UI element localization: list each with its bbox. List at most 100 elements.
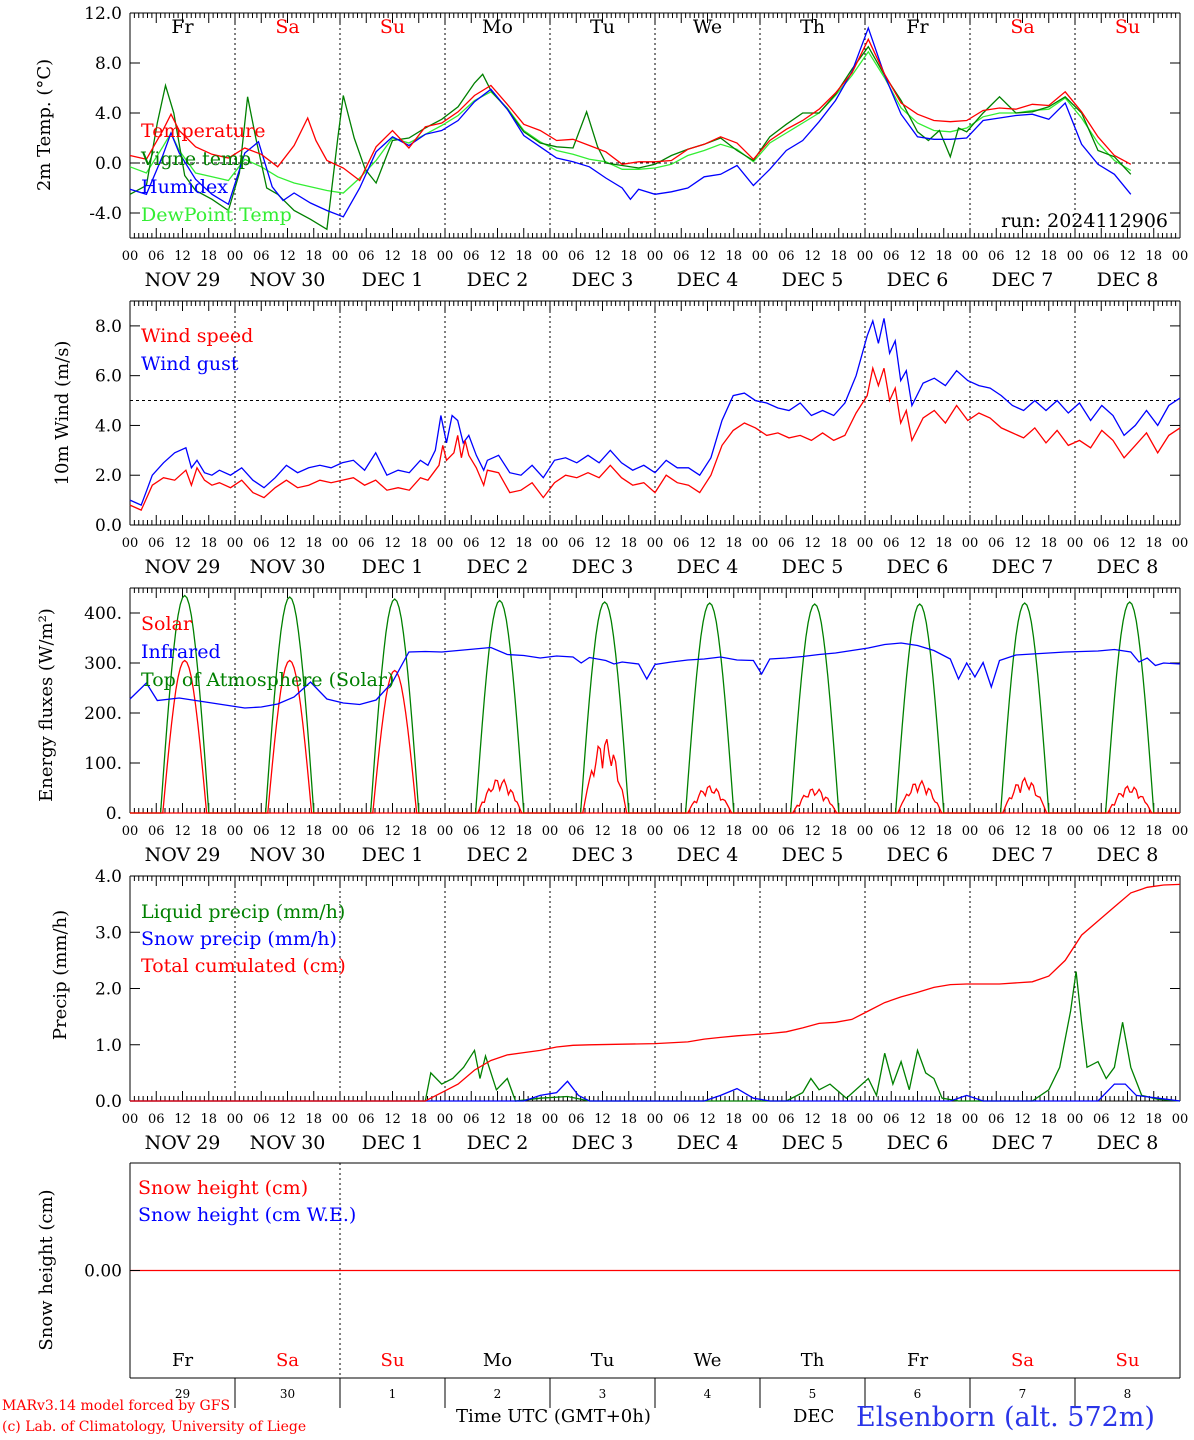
- hour-label: 00: [332, 249, 349, 264]
- legend-vigne-temp: Vigne temp: [140, 148, 251, 170]
- hour-label: 12: [384, 824, 401, 839]
- hour-label: 06: [568, 249, 585, 264]
- series-line-snow-precip: [130, 1080, 1181, 1102]
- hour-label: 00: [227, 249, 244, 264]
- hour-label: 18: [1145, 536, 1162, 551]
- hour-label: 18: [725, 249, 742, 264]
- hour-label: 00: [962, 824, 979, 839]
- hour-label: 18: [1040, 1112, 1057, 1127]
- hour-label: 18: [200, 536, 217, 551]
- hour-label: 18: [1145, 824, 1162, 839]
- hour-label: 18: [725, 1112, 742, 1127]
- weekday-label: Th: [801, 1350, 825, 1371]
- hour-label: 06: [673, 1112, 690, 1127]
- hour-label: 18: [935, 824, 952, 839]
- day-number-label: 2: [494, 1387, 502, 1401]
- legend-infrared: Infrared: [141, 641, 221, 663]
- hour-label: 00: [122, 249, 139, 264]
- date-label: DEC 5: [782, 556, 844, 578]
- hour-label: 12: [384, 249, 401, 264]
- hour-label: 18: [410, 824, 427, 839]
- hour-label: 00: [542, 1112, 559, 1127]
- day-number-label: 5: [809, 1387, 817, 1401]
- hour-label: 12: [909, 249, 926, 264]
- y-tick-label: 0.0: [95, 1092, 122, 1112]
- weekday-label: Sa: [275, 16, 299, 38]
- hour-label: 06: [883, 536, 900, 551]
- hour-label: 06: [358, 249, 375, 264]
- weekday-label: Sa: [1011, 1350, 1034, 1371]
- hour-label: 12: [279, 249, 296, 264]
- y-tick-label: 2.0: [95, 466, 122, 486]
- hour-label: 18: [620, 249, 637, 264]
- hour-label: 00: [962, 1112, 979, 1127]
- hour-label: 00: [962, 249, 979, 264]
- series-line-total-cumulated: [130, 883, 1181, 1102]
- hour-label: 06: [568, 536, 585, 551]
- date-label: NOV 29: [145, 844, 221, 866]
- hour-label: 06: [883, 824, 900, 839]
- hour-label: 00: [647, 1112, 664, 1127]
- hour-label: 12: [594, 249, 611, 264]
- weekday-label: Sa: [276, 1350, 299, 1371]
- hour-label: 00: [1067, 536, 1084, 551]
- date-label: NOV 29: [145, 1132, 221, 1154]
- hour-label: 00: [647, 824, 664, 839]
- weekday-label: Su: [380, 16, 405, 38]
- hour-label: 00: [542, 536, 559, 551]
- hour-label: 12: [699, 536, 716, 551]
- hour-label: 06: [673, 536, 690, 551]
- hour-label: 00: [437, 824, 454, 839]
- hour-label: 18: [515, 536, 532, 551]
- hour-label: 18: [725, 536, 742, 551]
- hour-label: 06: [253, 824, 270, 839]
- y-tick-label: 400.: [84, 604, 122, 624]
- hour-label: 12: [279, 536, 296, 551]
- hour-label: 12: [804, 1112, 821, 1127]
- hour-label: 06: [883, 1112, 900, 1127]
- x-axis-title: Time UTC (GMT+0h): [456, 1406, 651, 1427]
- y-axis-label: Energy fluxes (W/m²): [36, 608, 57, 802]
- date-label: DEC 2: [467, 269, 529, 291]
- hour-label: 12: [699, 1112, 716, 1127]
- hour-label: 06: [463, 249, 480, 264]
- date-label: DEC 3: [572, 556, 634, 578]
- hour-label: 12: [384, 536, 401, 551]
- hour-label: 00: [332, 536, 349, 551]
- hour-label: 00: [752, 1112, 769, 1127]
- hour-label: 18: [1040, 536, 1057, 551]
- series-line-humidex: [129, 26, 1132, 218]
- weekday-label: Fr: [171, 16, 194, 38]
- hour-label: 06: [673, 824, 690, 839]
- date-label: DEC 6: [887, 844, 949, 866]
- y-axis-label: Precip (mm/h): [50, 910, 71, 1040]
- hour-label: 12: [489, 536, 506, 551]
- hour-label: 18: [830, 824, 847, 839]
- date-label: DEC 2: [467, 556, 529, 578]
- legend-total-cumulated-cm-: Total cumulated (cm): [141, 955, 346, 977]
- y-tick-label: 300.: [84, 654, 122, 674]
- day-number-label: 1: [389, 1387, 397, 1401]
- legend-snow-height-cm-: Snow height (cm): [138, 1177, 308, 1199]
- hour-label: 12: [699, 824, 716, 839]
- series-line-vigne-temp: [129, 45, 1132, 231]
- hour-label: 06: [988, 824, 1005, 839]
- date-label: DEC 5: [782, 269, 844, 291]
- hour-label: 18: [830, 1112, 847, 1127]
- hour-label: 18: [935, 249, 952, 264]
- day-number-label: 6: [914, 1387, 922, 1401]
- day-number-label: 8: [1124, 1387, 1132, 1401]
- weekday-label: We: [693, 16, 722, 38]
- hour-label: 06: [148, 1112, 165, 1127]
- hour-label: 00: [1172, 1112, 1189, 1127]
- hour-label: 18: [620, 536, 637, 551]
- hour-label: 12: [489, 249, 506, 264]
- hour-label: 12: [174, 1112, 191, 1127]
- date-label: DEC 4: [677, 844, 739, 866]
- date-label: DEC 2: [467, 1132, 529, 1154]
- y-tick-label: 4.0: [95, 867, 122, 887]
- day-number-label: 29: [175, 1387, 190, 1401]
- y-tick-label: 0.0: [95, 516, 122, 536]
